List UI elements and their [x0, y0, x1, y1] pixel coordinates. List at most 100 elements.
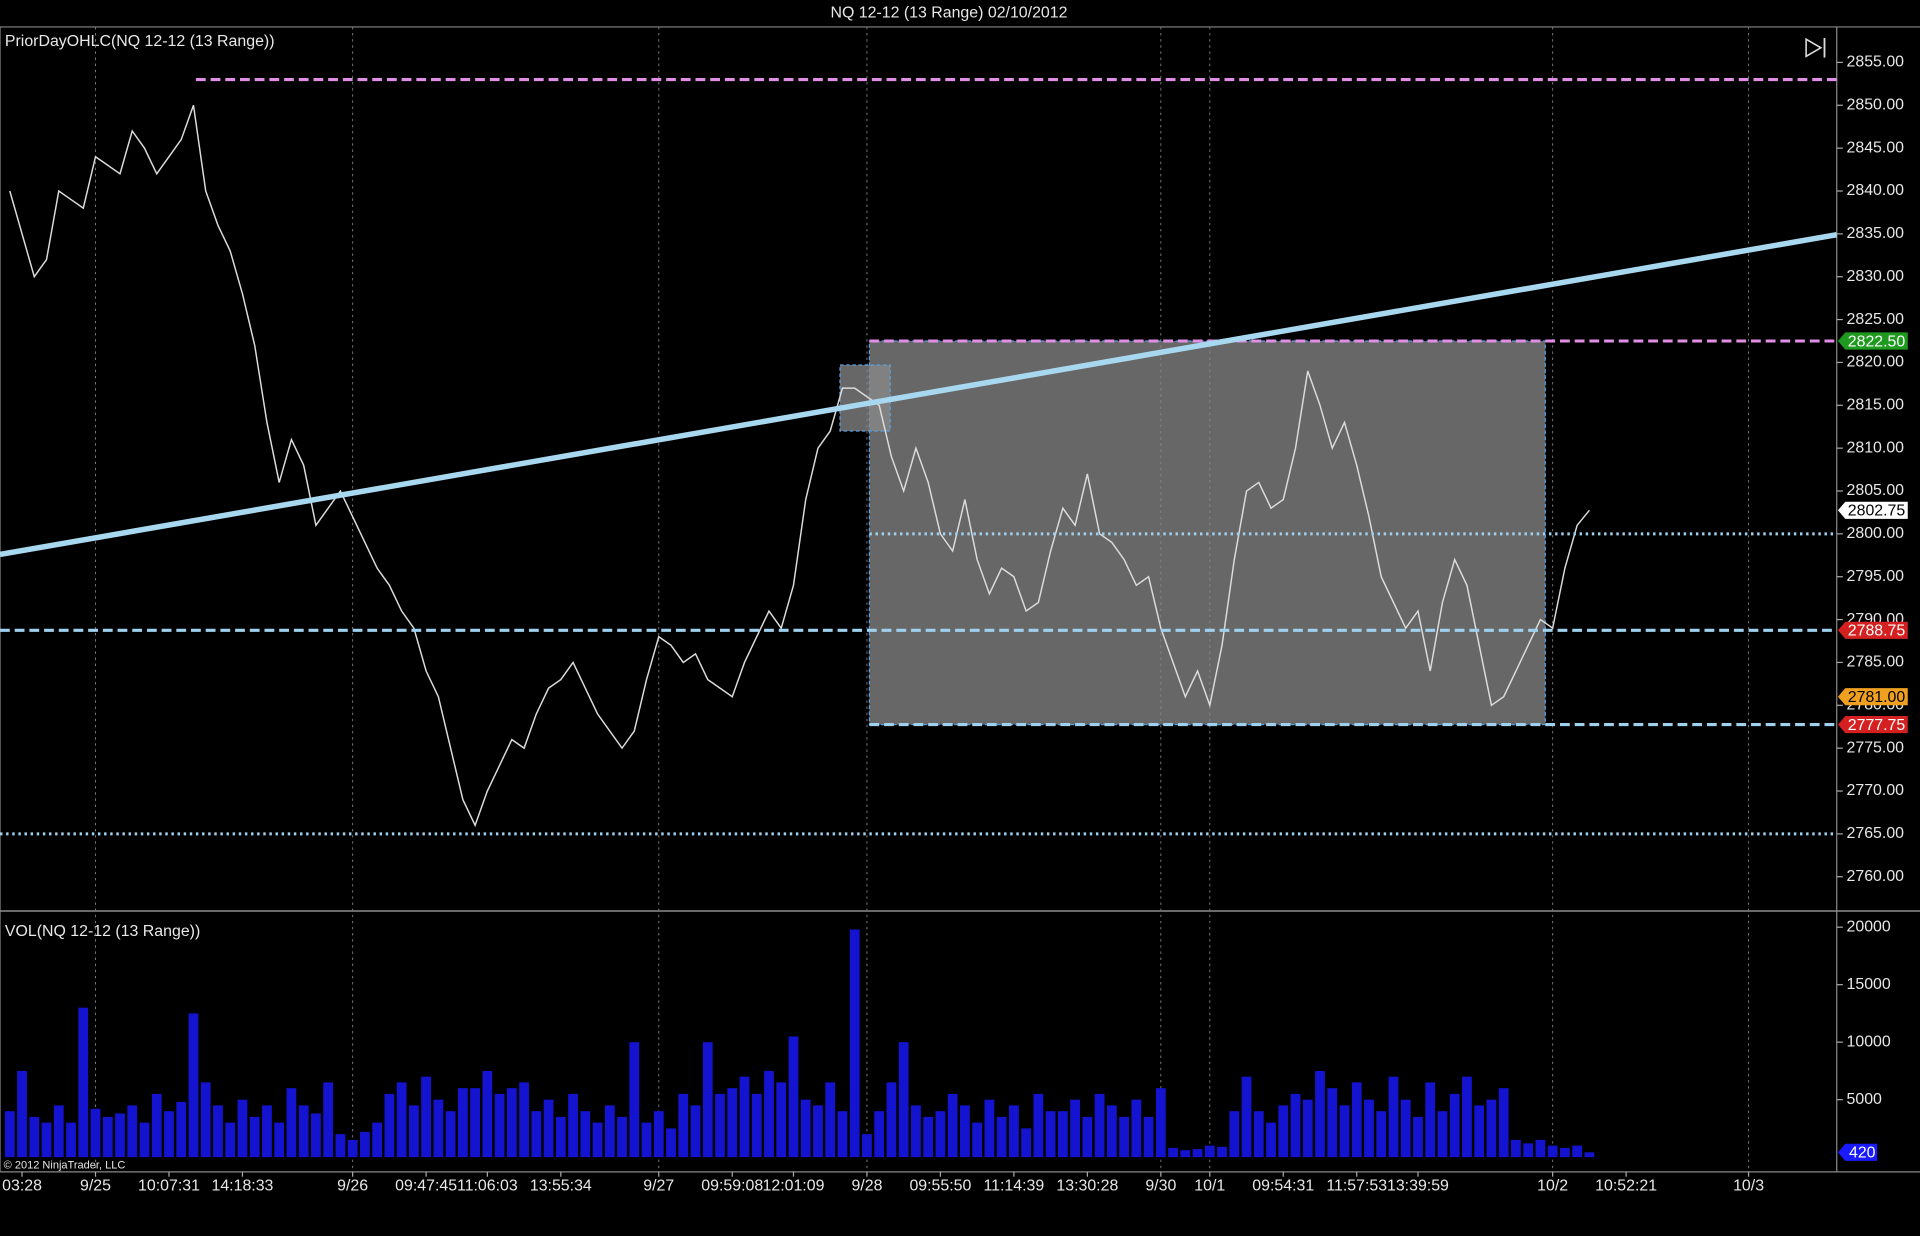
volume-bar — [506, 1088, 517, 1158]
play-icon — [1805, 37, 1823, 58]
volume-bar — [1523, 1143, 1534, 1158]
volume-bar — [78, 1007, 89, 1158]
volume-bar — [1070, 1099, 1080, 1158]
x-tick-label: 09:47:45 — [395, 1178, 457, 1195]
volume-bar — [984, 1099, 995, 1158]
volume-bar — [960, 1105, 970, 1158]
volume-bar — [470, 1088, 480, 1158]
volume-bar — [66, 1122, 76, 1158]
volume-bar — [445, 1111, 456, 1158]
price-marker — [1837, 621, 1908, 639]
volume-bar — [1315, 1070, 1325, 1158]
volume-bar — [1192, 1149, 1203, 1158]
volume-bar — [678, 1093, 689, 1158]
x-tick-label: 11:57:53 — [1326, 1178, 1387, 1195]
volume-bar — [874, 1111, 885, 1158]
volume-bar — [1572, 1145, 1583, 1158]
volume-bar — [1584, 1152, 1595, 1158]
volume-bar — [568, 1093, 578, 1158]
y-tick-label: 2840.00 — [1847, 182, 1905, 199]
volume-bar — [1327, 1088, 1338, 1158]
volume-bar — [727, 1088, 738, 1158]
copyright: © 2012 NinjaTrader, LLC — [4, 1160, 126, 1172]
volume-bar — [739, 1076, 750, 1158]
volume-bar — [800, 1099, 811, 1158]
y-tick-label: 2835.00 — [1847, 225, 1905, 242]
volume-panel-title: VOL(NQ 12-12 (13 Range)) — [5, 923, 200, 940]
volume-bar — [1486, 1099, 1497, 1158]
y-tick-label: 2775.00 — [1847, 739, 1905, 756]
volume-bar — [1119, 1116, 1129, 1158]
trendline — [0, 232, 1838, 558]
price-line — [9, 105, 1590, 828]
volume-bar — [482, 1070, 493, 1158]
price-marker — [1837, 716, 1908, 734]
volume-bar — [1351, 1082, 1362, 1158]
volume-bar — [666, 1128, 676, 1158]
volume-bar — [494, 1093, 505, 1158]
volume-bar — [1474, 1105, 1485, 1158]
x-tick-label: 11:06:03 — [457, 1178, 518, 1195]
x-tick-label: 9/27 — [643, 1178, 674, 1195]
price-marker-label: 2822.50 — [1848, 333, 1906, 350]
price-marker — [1837, 501, 1908, 519]
y-tick-label: 20000 — [1847, 918, 1891, 935]
volume-bar — [1094, 1093, 1105, 1158]
volume-bar — [188, 1013, 199, 1158]
price-marker-label: 2802.75 — [1848, 503, 1906, 520]
price-marker-label: 2788.75 — [1848, 623, 1906, 640]
x-tick-label: 10/3 — [1733, 1178, 1764, 1195]
y-tick-label: 2855.00 — [1847, 54, 1905, 71]
x-tick-label: 09:55:50 — [909, 1178, 971, 1195]
volume-bar — [1511, 1139, 1521, 1158]
volume-bar — [1204, 1145, 1215, 1158]
scroll-end-button[interactable] — [1805, 37, 1826, 58]
volume-bar — [4, 1111, 15, 1158]
volume-bar — [1413, 1116, 1423, 1158]
volume-bar — [531, 1111, 542, 1158]
volume-bar — [1266, 1122, 1276, 1158]
y-tick-label: 2770.00 — [1847, 782, 1905, 799]
volume-bar — [543, 1099, 554, 1158]
x-tick-label: 9/30 — [1145, 1178, 1176, 1195]
volume-bar — [629, 1042, 640, 1158]
x-tick-label: 11:14:39 — [984, 1178, 1045, 1195]
volume-bar — [225, 1122, 236, 1158]
volume-bar — [764, 1070, 774, 1158]
x-tick-label: 09:54:31 — [1252, 1178, 1314, 1195]
volume-bar — [1535, 1139, 1546, 1158]
price-marker — [1837, 688, 1908, 706]
x-tick-label: 9/26 — [337, 1178, 368, 1195]
volume-bar — [102, 1116, 113, 1158]
volume-bar — [1364, 1099, 1374, 1158]
volume-bar — [1339, 1105, 1350, 1158]
y-tick-label: 15000 — [1847, 976, 1891, 993]
volume-bar — [1278, 1105, 1289, 1158]
volume-bar — [1217, 1146, 1227, 1158]
volume-bar — [1449, 1093, 1460, 1158]
volume-bar — [433, 1099, 444, 1158]
volume-bar — [1290, 1093, 1301, 1158]
volume-bar — [702, 1042, 713, 1158]
volume-bar — [1498, 1088, 1509, 1158]
volume-bar — [1155, 1088, 1166, 1158]
volume-bar — [347, 1139, 358, 1158]
y-tick-label: 2805.00 — [1847, 482, 1905, 499]
volume-bar — [311, 1113, 321, 1158]
y-tick-label: 2850.00 — [1847, 96, 1905, 113]
volume-bar — [408, 1105, 419, 1158]
volume-bar — [653, 1111, 664, 1158]
price-panel-title: PriorDayOHLC(NQ 12-12 (13 Range)) — [5, 33, 275, 50]
volume-bar — [249, 1116, 260, 1158]
volume-bar — [898, 1042, 909, 1158]
volume-bar — [1302, 1099, 1313, 1158]
y-tick-label: 2760.00 — [1847, 868, 1905, 885]
volume-bar — [139, 1122, 150, 1158]
y-tick-label: 10000 — [1847, 1033, 1891, 1050]
volume-bar — [813, 1105, 823, 1158]
volume-bar — [29, 1116, 40, 1158]
volume-bar — [996, 1116, 1007, 1158]
y-tick-label: 2800.00 — [1847, 525, 1905, 542]
volume-bar — [715, 1093, 725, 1158]
